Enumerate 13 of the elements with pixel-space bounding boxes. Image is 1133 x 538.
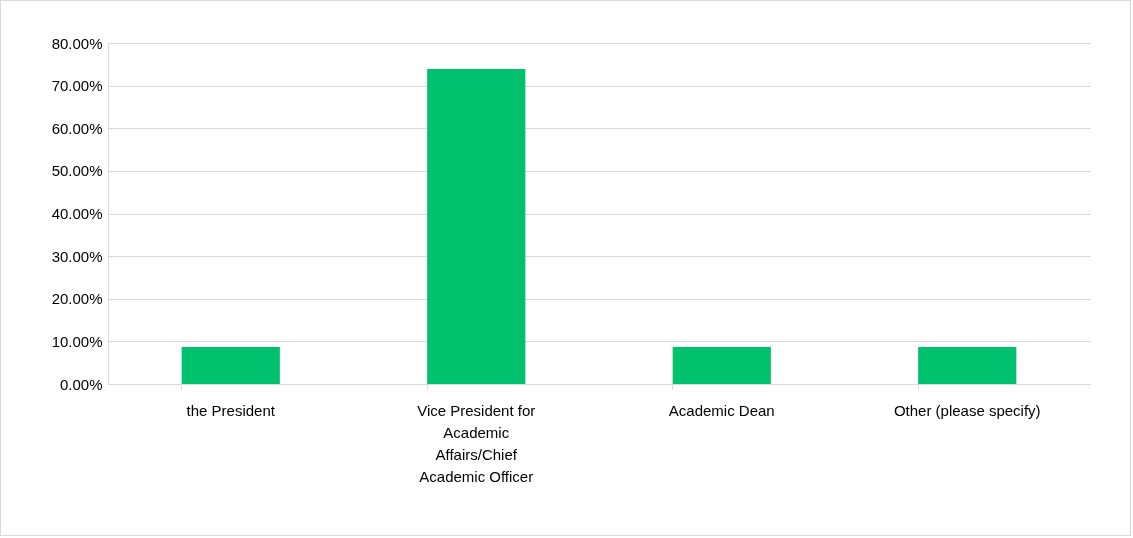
x-tick-label: Other (please specify) (893, 401, 1041, 419)
y-tick-label: 30.00% (51, 247, 103, 265)
y-tick-label: 0.00% (59, 375, 103, 393)
y-tick-label: 80.00% (51, 34, 103, 52)
x-tick-label: Vice President for Academic Affairs/Chief Academic Officer (417, 401, 536, 485)
y-tick-label: 20.00% (51, 290, 103, 308)
y-tick-label: 50.00% (51, 162, 103, 180)
y-tick-label: 70.00% (51, 77, 103, 95)
y-tick-label: 40.00% (51, 205, 103, 222)
y-tick-label: 10.00% (51, 332, 103, 350)
x-tick-label: the President (186, 401, 276, 419)
y-tick-label: 60.00% (51, 119, 103, 137)
x-tick-label: Academic Dean (668, 401, 775, 419)
